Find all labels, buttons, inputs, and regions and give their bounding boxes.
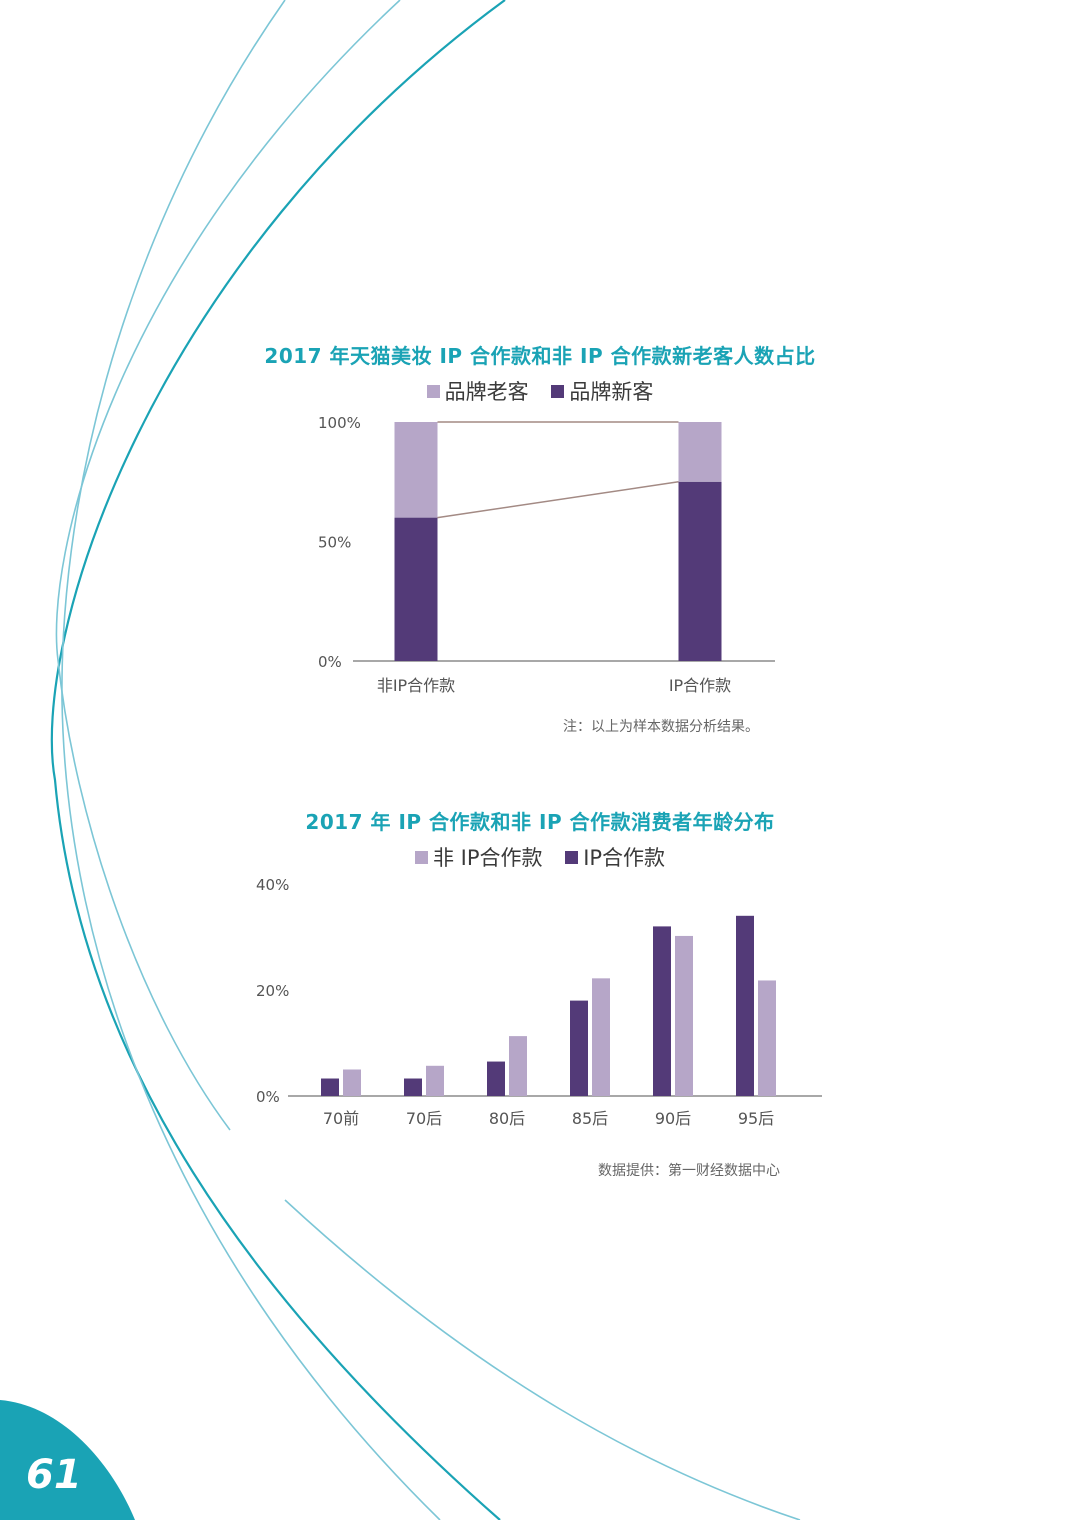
x-tick-label: 95后 [738,1109,774,1128]
chart2-note: 数据提供：第一财经数据中心 [598,1163,780,1179]
y-tick-label: 20% [256,982,289,1000]
bar-old-customers [678,422,722,482]
legend-swatch-light [426,385,440,398]
bar-non-ip [343,1069,361,1096]
y-tick-label: 50% [318,534,351,552]
legend-label: 品牌老客 [444,380,529,404]
bar-non-ip [592,978,610,1096]
bar-non-ip [426,1065,444,1096]
legend-label: 非 IP合作款 [432,846,543,870]
y-tick-label: 100% [318,414,361,432]
bar-non-ip [675,935,693,1096]
chart1-note: 注：以上为样本数据分析结果。 [563,719,759,735]
y-tick-label: 40% [256,876,289,894]
bar-ip [321,1078,339,1096]
decorative-curve [284,1199,801,1520]
legend-label: IP合作款 [583,846,666,870]
legend-swatch-dark [565,851,579,864]
bar-ip [404,1078,422,1096]
chart1-title: 2017 年天猫美妆 IP 合作款和非 IP 合作款新老客人数占比 [264,344,816,368]
chart2-title: 2017 年 IP 合作款和非 IP 合作款消费者年龄分布 [305,810,775,834]
decorative-curve [50,0,506,1520]
legend-item-non-ip: 非 IP合作款 [414,842,543,872]
decorative-curve [61,0,441,1520]
x-tick-label: 非IP合作款 [377,676,455,695]
legend-swatch-light [414,851,428,864]
bar-ip [736,915,754,1096]
x-tick-label: IP合作款 [669,676,731,695]
chart1-plot: 0% 50% 100% 非IP合作款 IP合作款 [318,414,775,695]
legend-item-new-customers: 品牌新客 [551,376,653,406]
page-number: 61 [26,1452,82,1498]
chart2-plot: 0% 20% 40% 70前 70后 80后 85后 90后 95后 [256,876,822,1128]
legend-swatch-dark [551,385,565,398]
legend-label: 品牌新客 [569,380,654,404]
x-tick-label: 70后 [406,1109,442,1128]
bar-ip [653,926,671,1096]
chart2-legend: 非 IP合作款 IP合作款 [0,842,1080,872]
bar-non-ip [509,1036,527,1096]
bar-non-ip [758,980,776,1096]
bar-ip [570,1000,588,1096]
connector-line [437,481,679,519]
legend-item-ip: IP合作款 [565,842,665,872]
x-tick-label: 70前 [323,1109,359,1128]
bar-new-customers [394,517,438,661]
y-tick-label: 0% [318,653,342,671]
x-tick-label: 90后 [655,1109,691,1128]
chart1-legend: 品牌老客 品牌新客 [0,376,1080,406]
x-tick-label: 85后 [572,1109,608,1128]
y-tick-label: 0% [256,1088,280,1106]
legend-item-old-customers: 品牌老客 [426,376,529,406]
page-number-badge [0,1400,135,1520]
bar-new-customers [678,481,722,661]
bar-ip [487,1061,505,1096]
bar-old-customers [394,422,438,518]
decorative-curve [55,0,401,1131]
x-tick-label: 80后 [489,1109,525,1128]
